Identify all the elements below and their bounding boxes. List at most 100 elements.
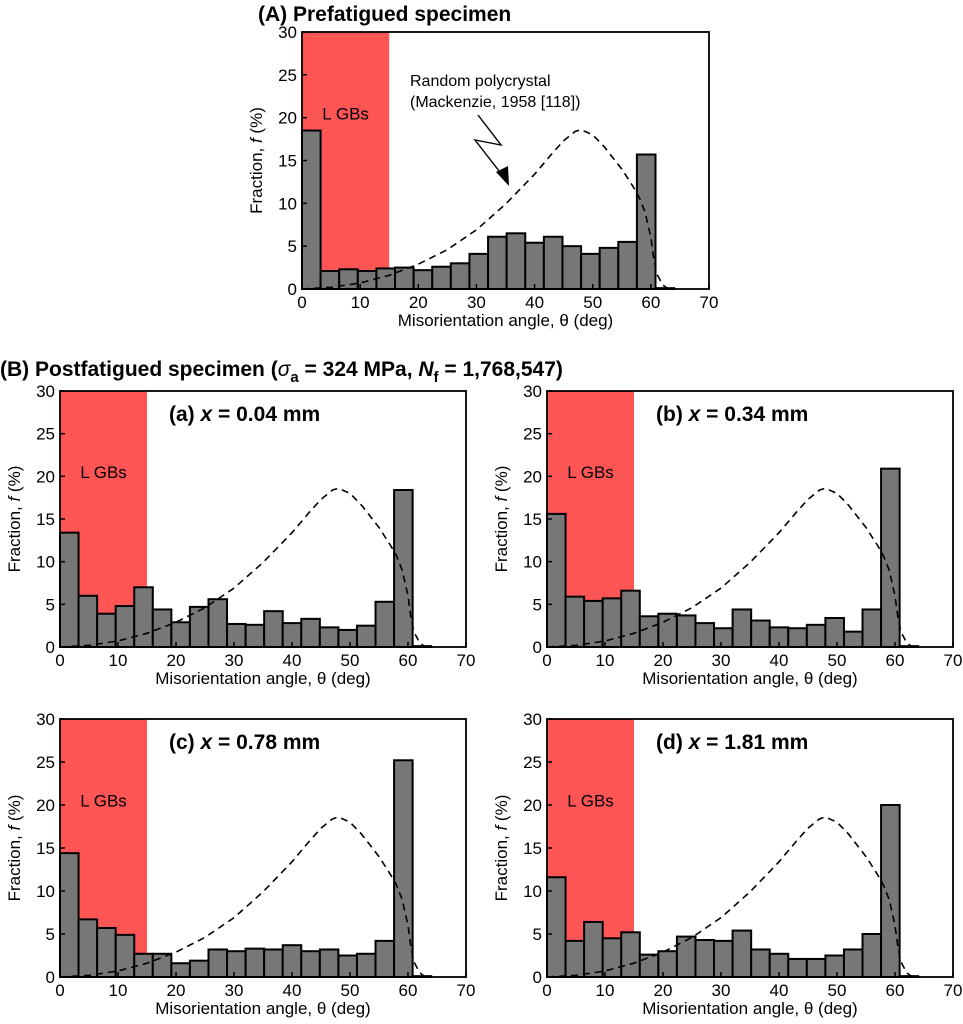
- histogram-bar: [468, 252, 490, 290]
- panel-label-var: x: [688, 731, 702, 754]
- histogram-bar: [318, 626, 340, 649]
- histogram-bar: [675, 935, 697, 979]
- histogram-bar: [151, 952, 173, 979]
- panel-label-suffix: = 1.81 mm: [700, 731, 808, 754]
- y-tick-label: 0: [533, 638, 542, 657]
- y-tick-label: 10: [278, 194, 297, 213]
- x-tick-label: 20: [409, 293, 428, 312]
- x-axis-label: Misorientation angle, θ (deg): [398, 311, 613, 330]
- histogram-bar: [546, 876, 567, 978]
- x-tick-label: 70: [944, 651, 963, 670]
- histogram-bar: [694, 939, 716, 979]
- x-tick-label: 40: [283, 651, 302, 670]
- histogram-bar: [318, 948, 340, 978]
- histogram-bar: [675, 614, 697, 649]
- x-tick-label: 30: [225, 981, 244, 1000]
- x-tick-label: 10: [351, 293, 370, 312]
- lgb-label: L GBs: [80, 463, 127, 482]
- y-tick-label: 0: [533, 968, 542, 987]
- y-axis-label: Fraction, f (%): [492, 466, 511, 573]
- panel-label-prefix: (b): [656, 403, 689, 426]
- histogram-bar: [580, 252, 601, 290]
- y-axis-label-unit: (%): [492, 466, 511, 497]
- annotation-line2: (Mackenzie, 1958 [118]): [410, 94, 580, 111]
- y-axis-label-unit: (%): [247, 107, 266, 138]
- histogram-bar: [657, 950, 678, 979]
- x-tick-label: 0: [542, 981, 551, 1000]
- histogram-bar: [263, 948, 284, 978]
- y-axis-label-unit: (%): [492, 795, 511, 826]
- panel-label-suffix: = 0.34 mm: [700, 403, 808, 426]
- histogram-bar: [77, 918, 99, 979]
- x-tick-label: 50: [341, 981, 360, 1000]
- histogram-bar: [431, 265, 452, 290]
- x-tick-label: 10: [596, 651, 615, 670]
- title-b-prefix: (B) Postfatigued specimen (: [0, 358, 278, 381]
- x-tick-label: 40: [283, 981, 302, 1000]
- x-tick-label: 60: [399, 981, 418, 1000]
- x-tick-label: 20: [654, 981, 673, 1000]
- histogram-bar: [300, 950, 321, 979]
- histogram-bar: [355, 624, 377, 649]
- histogram-bar: [583, 599, 604, 648]
- x-tick-label: 70: [457, 981, 476, 1000]
- x-axis-label: Misorientation angle, θ (deg): [642, 999, 857, 1018]
- x-tick-label: 20: [167, 981, 186, 1000]
- y-tick-label: 25: [278, 66, 297, 85]
- x-tick-label: 50: [583, 293, 602, 312]
- y-tick-label: 15: [278, 152, 297, 171]
- histogram-bar: [713, 627, 734, 649]
- x-tick-label: 40: [770, 981, 789, 1000]
- y-tick-label: 5: [533, 925, 542, 944]
- histogram-bar: [805, 957, 827, 979]
- histogram-bar: [842, 948, 864, 978]
- y-tick-label: 0: [288, 280, 297, 299]
- lgb-label: L GBs: [567, 463, 614, 482]
- histogram-bar: [787, 627, 808, 649]
- x-tick-label: 30: [712, 981, 731, 1000]
- histogram-bar: [59, 852, 80, 978]
- histogram-bar: [337, 954, 358, 978]
- chart-panel-c-0-78mm: L GBs 0 5 10 15 20 25 30 0 10 20 30 40 50 60 70 Misorien…: [5, 710, 475, 1018]
- histogram-bar: [59, 531, 80, 648]
- lgb-label: L GBs: [567, 792, 614, 811]
- histogram-bar: [546, 512, 567, 648]
- histogram-bar: [374, 939, 396, 979]
- x-tick-label: 0: [297, 293, 306, 312]
- histogram-bar: [824, 954, 845, 978]
- panel-label-var: x: [200, 731, 214, 754]
- y-tick-label: 15: [523, 510, 542, 529]
- histogram-bar: [542, 235, 564, 290]
- y-tick-label: 15: [36, 510, 55, 529]
- panel-label: (a) x = 0.04 mm: [169, 403, 320, 426]
- mackenzie-curve: [546, 487, 913, 648]
- histogram-bar: [505, 232, 527, 290]
- x-tick-label: 50: [341, 651, 360, 670]
- histogram-bar: [880, 804, 901, 978]
- x-tick-label: 60: [886, 651, 905, 670]
- y-axis-label-text: Fraction,: [247, 143, 266, 214]
- y-tick-label: 5: [533, 595, 542, 614]
- y-axis-label-var: f: [492, 495, 511, 502]
- y-tick-label: 25: [523, 753, 542, 772]
- y-axis-label-var: f: [247, 136, 266, 143]
- histogram-bar: [301, 129, 322, 290]
- y-tick-label: 30: [36, 382, 55, 401]
- y-tick-label: 30: [278, 23, 297, 42]
- histogram-bar: [638, 953, 660, 979]
- histogram-bar: [583, 920, 604, 979]
- histogram-bar: [226, 622, 247, 649]
- histogram-bar: [750, 948, 771, 978]
- histogram-bar: [617, 240, 638, 290]
- figure-title-a: (A) Prefatigued specimen: [258, 3, 511, 26]
- lgb-label: L GBs: [80, 792, 127, 811]
- title-b-sigma-sub: a: [290, 369, 299, 386]
- histogram-bar: [207, 598, 229, 648]
- histogram-bar: [620, 931, 641, 979]
- panel-label-prefix: (d): [656, 731, 689, 754]
- histogram-bar: [96, 926, 117, 978]
- y-tick-label: 25: [523, 425, 542, 444]
- y-tick-label: 5: [288, 237, 297, 256]
- y-tick-label: 20: [523, 796, 542, 815]
- x-tick-label: 60: [641, 293, 660, 312]
